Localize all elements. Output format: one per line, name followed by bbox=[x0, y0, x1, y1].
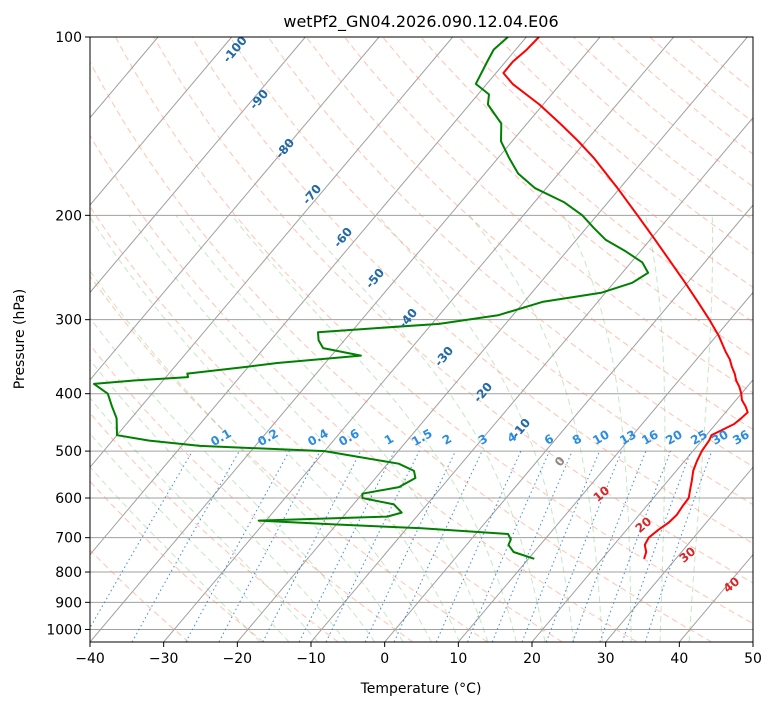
mixing-ratio-line bbox=[185, 450, 290, 642]
mixing-ratio-line bbox=[572, 450, 647, 642]
dry-adiabat-line bbox=[90, 205, 563, 642]
isotherm-line bbox=[605, 466, 753, 642]
isotherm-line bbox=[90, 37, 380, 381]
x-tick-label: 40 bbox=[670, 651, 688, 667]
isotherm-line bbox=[531, 379, 753, 642]
chart-title: wetPf2_GN04.2026.090.12.04.E06 bbox=[283, 12, 558, 32]
dry-adiabat-line bbox=[90, 60, 712, 642]
moist-adiabat-line bbox=[90, 432, 290, 642]
y-tick-label: 1000 bbox=[46, 622, 82, 638]
isotherm-line bbox=[90, 37, 527, 556]
moist-adiabat-line bbox=[90, 466, 261, 642]
y-tick-label: 500 bbox=[55, 444, 82, 460]
moist-adiabat-line bbox=[90, 358, 347, 642]
dry-adiabat-line bbox=[305, 37, 753, 430]
y-tick-label: 200 bbox=[55, 208, 82, 224]
isotherm-line bbox=[90, 37, 454, 469]
moist-adiabat-line bbox=[644, 215, 666, 642]
isotherm-line bbox=[90, 37, 601, 642]
mixing-ratio-line bbox=[545, 450, 623, 642]
y-axis-title: Pressure (hPa) bbox=[12, 289, 28, 389]
isotherm-line bbox=[90, 37, 306, 294]
mixing-ratio-line bbox=[393, 450, 483, 642]
dry-adiabat-line bbox=[153, 37, 753, 584]
moist-adiabat-line bbox=[377, 214, 575, 642]
profile-lines bbox=[93, 37, 749, 560]
dewpoint-profile-line bbox=[93, 37, 650, 560]
mixing-ratio-line bbox=[364, 450, 456, 642]
y-tick-label: 600 bbox=[55, 491, 82, 507]
dry-adiabat-line bbox=[90, 134, 638, 642]
temperature-profile-line bbox=[502, 37, 749, 560]
dry-adiabat-line bbox=[420, 37, 753, 323]
x-tick-label: −20 bbox=[223, 651, 253, 667]
x-tick-label: 10 bbox=[449, 651, 467, 667]
dry-adiabat-line bbox=[115, 37, 753, 625]
isotherm-line bbox=[457, 291, 753, 642]
x-tick-label: 0 bbox=[380, 651, 389, 667]
moist-adiabat-line bbox=[469, 214, 603, 642]
isotherm-line bbox=[384, 204, 753, 642]
plot-area bbox=[90, 37, 753, 642]
isotherm-line bbox=[163, 37, 675, 642]
dry-adiabat-line bbox=[458, 37, 753, 288]
moist-adiabat-line bbox=[688, 215, 714, 642]
dry-adiabat-line bbox=[90, 480, 264, 642]
dry-adiabat-line bbox=[90, 344, 414, 642]
isotherm-line bbox=[90, 37, 233, 206]
x-tick-label: −10 bbox=[296, 651, 326, 667]
moist-adiabat-line bbox=[231, 214, 517, 642]
mixing-ratio-line bbox=[644, 450, 713, 642]
x-tick-label: 50 bbox=[744, 651, 762, 667]
mixing-ratio-line bbox=[90, 450, 193, 629]
dry-adiabat-line bbox=[90, 549, 190, 642]
x-tick-label: −30 bbox=[149, 651, 179, 667]
y-tick-label: 400 bbox=[55, 387, 82, 403]
dry-adiabat-line bbox=[90, 275, 488, 642]
moist-adiabat-line bbox=[175, 215, 489, 642]
y-tick-label: 100 bbox=[55, 30, 82, 46]
y-tick-label: 800 bbox=[55, 565, 82, 581]
x-tick-label: 20 bbox=[523, 651, 541, 667]
plot-frame bbox=[89, 36, 754, 643]
isotherm-line bbox=[236, 37, 748, 642]
moist-adiabat-line bbox=[128, 215, 461, 642]
y-tick-label: 300 bbox=[55, 313, 82, 329]
dry-adiabat-line bbox=[229, 37, 753, 506]
y-tick-label: 900 bbox=[55, 595, 82, 611]
y-tick-label: 700 bbox=[55, 531, 82, 547]
x-tick-label: 30 bbox=[597, 651, 615, 667]
mixing-ratio-line bbox=[218, 450, 321, 642]
mixing-ratio-line bbox=[325, 450, 420, 642]
background-lines bbox=[90, 37, 753, 642]
moist-adiabat-line bbox=[562, 215, 632, 642]
moist-adiabat-line bbox=[90, 270, 404, 642]
x-axis-title: Temperature (°C) bbox=[360, 681, 482, 697]
dry-adiabat-line bbox=[267, 37, 753, 468]
axes: −40 −30 −20 −10 0 10 20 30 40 50 100 200 300 400 500 60… bbox=[46, 30, 762, 667]
moist-adiabat-line bbox=[90, 397, 319, 642]
dry-adiabat-line bbox=[191, 37, 753, 544]
x-tick-label: −40 bbox=[75, 651, 105, 667]
